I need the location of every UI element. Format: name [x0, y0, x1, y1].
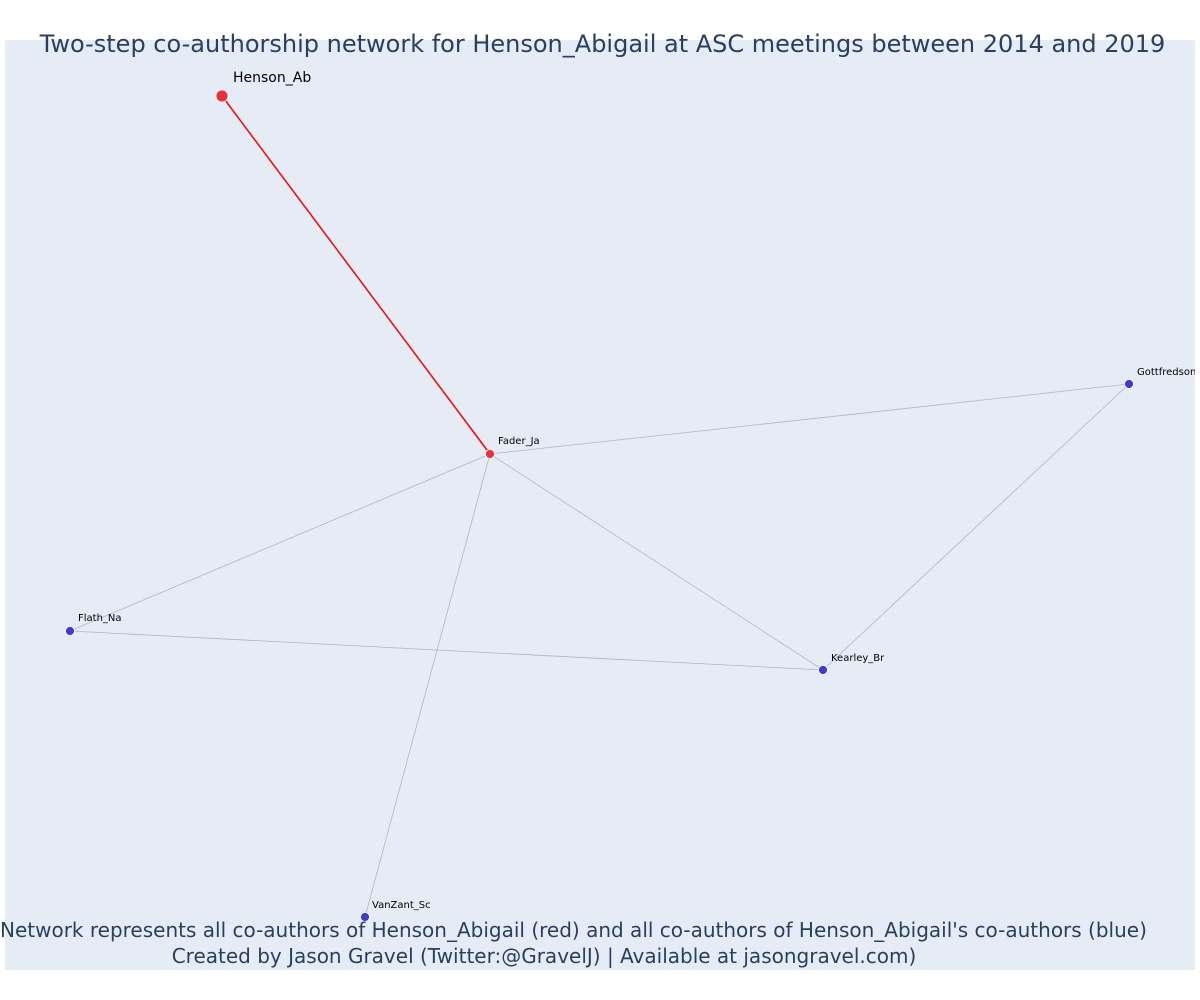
plot-area — [5, 40, 1195, 970]
node-label-VanZant_Sc: VanZant_Sc — [372, 900, 431, 911]
edge-Fader_Ja-VanZant_Sc — [364, 453, 491, 918]
node-label-Fader_Ja: Fader_Ja — [498, 436, 540, 447]
node-Kearley_Br[interactable] — [818, 665, 828, 675]
edge-Fader_Ja-Kearley_Br — [489, 453, 824, 671]
node-label-Kearley_Br: Kearley_Br — [831, 653, 885, 664]
nodes-layer: Henson_Ab Fader_Ja Gottfredson_ Flath_Na Kea… — [65, 70, 1200, 922]
node-Flath_Na[interactable] — [65, 626, 75, 636]
chart-title: Two-step co-authorship network for Henso… — [39, 30, 1166, 58]
edge-Fader_Ja-Gottfredson — [489, 383, 1130, 455]
edge-Gottfredson-Kearley_Br — [822, 383, 1130, 671]
footnote-description: Network represents all co-authors of Hen… — [0, 918, 1147, 942]
edges-layer — [69, 95, 1130, 918]
node-Fader_Ja[interactable] — [485, 449, 495, 459]
node-label-Flath_Na: Flath_Na — [78, 613, 122, 624]
node-Gottfredson[interactable] — [1124, 379, 1134, 389]
edge-Flath_Na-Kearley_Br — [69, 630, 824, 671]
node-label-Henson_Ab: Henson_Ab — [233, 70, 311, 86]
footnote-credit: Created by Jason Gravel (Twitter:@Gravel… — [171, 944, 917, 968]
edge-Fader_Ja-Flath_Na — [69, 453, 491, 632]
node-Henson_Ab[interactable] — [215, 89, 229, 103]
edge-Henson_Ab-Fader_Ja — [221, 95, 491, 455]
node-label-Gottfredson: Gottfredson_ — [1137, 367, 1200, 378]
node-VanZant_Sc[interactable] — [360, 912, 370, 922]
